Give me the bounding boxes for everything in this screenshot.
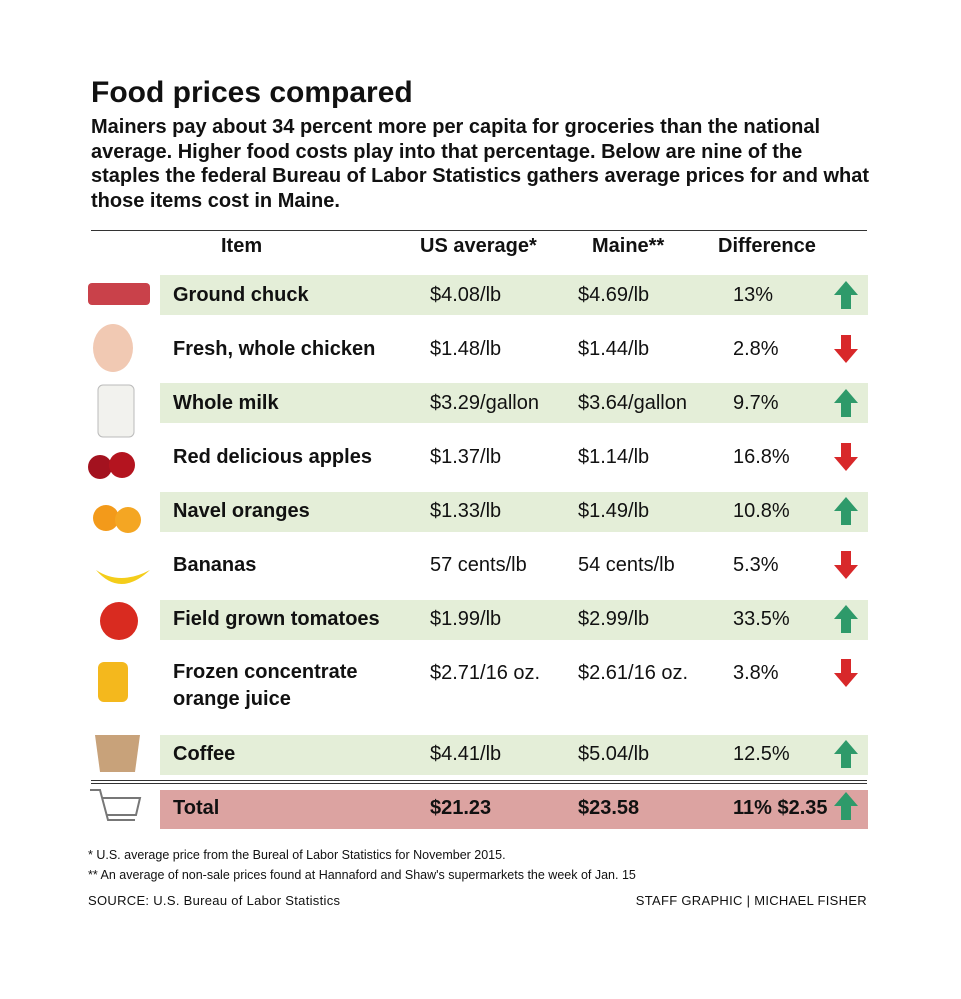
difference: 13% <box>733 284 774 306</box>
total-us-price: $21.23 <box>430 797 492 819</box>
difference: 16.8% <box>733 446 790 468</box>
row-band <box>160 735 868 775</box>
source: SOURCE: U.S. Bureau of Labor Statistics <box>88 893 341 908</box>
credit: STAFF GRAPHIC | MICHAEL FISHER <box>635 893 867 908</box>
item-name: Whole milk <box>173 392 279 414</box>
maine-price: $3.64/gallon <box>578 392 687 414</box>
difference: 2.8% <box>733 338 779 360</box>
maine-price: 54 cents/lb <box>578 554 675 576</box>
us-price: 57 cents/lb <box>430 554 527 576</box>
difference: 9.7% <box>733 392 779 414</box>
row-band <box>160 275 868 315</box>
maine-price: $1.49/lb <box>578 500 650 522</box>
footnote: ** An average of non-sale prices found a… <box>88 868 636 882</box>
total-maine-price: $23.58 <box>578 797 640 819</box>
item-name: Bananas <box>173 554 257 576</box>
item-name: Fresh, whole chicken <box>173 338 376 360</box>
header-us: US average* <box>420 235 537 257</box>
rule <box>91 783 867 784</box>
difference: 10.8% <box>733 500 790 522</box>
us-price: $4.41/lb <box>430 743 502 765</box>
maine-price: $1.44/lb <box>578 338 650 360</box>
us-price: $1.33/lb <box>430 500 502 522</box>
difference: 3.8% <box>733 662 779 684</box>
item-name: Red delicious apples <box>173 446 372 468</box>
total-difference: 11% $2.35 <box>733 797 828 819</box>
us-price: $1.37/lb <box>430 446 502 468</box>
item-name: Navel oranges <box>173 500 310 522</box>
item-name: Ground chuck <box>173 284 309 306</box>
item-name: Field grown tomatoes <box>173 608 380 630</box>
us-price: $2.71/16 oz. <box>430 662 541 684</box>
maine-price: $5.04/lb <box>578 743 650 765</box>
difference: 12.5% <box>733 743 790 765</box>
maine-price: $2.61/16 oz. <box>578 662 689 684</box>
row-band <box>160 600 868 640</box>
us-price: $4.08/lb <box>430 284 502 306</box>
subtitle: Mainers pay about 34 percent more per ca… <box>91 116 870 212</box>
footnote: * U.S. average price from the Bureal of … <box>88 848 506 862</box>
maine-price: $2.99/lb <box>578 608 650 630</box>
total-item-name: Total <box>173 797 220 819</box>
total-band <box>160 790 868 829</box>
rule <box>91 230 867 231</box>
item-name: Coffee <box>173 743 236 765</box>
difference: 33.5% <box>733 608 790 630</box>
header-item: Item <box>221 235 263 257</box>
row-band <box>160 492 868 532</box>
difference: 5.3% <box>733 554 779 576</box>
us-price: $1.48/lb <box>430 338 502 360</box>
maine-price: $1.14/lb <box>578 446 650 468</box>
title: Food prices compared <box>91 76 413 109</box>
header-maine: Maine** <box>592 235 665 257</box>
header-diff: Difference <box>718 235 816 257</box>
rule <box>91 780 867 781</box>
row-band <box>160 383 868 423</box>
item-name: Frozen concentrate orange juice <box>173 661 358 710</box>
maine-price: $4.69/lb <box>578 284 650 306</box>
us-price: $3.29/gallon <box>430 392 539 414</box>
us-price: $1.99/lb <box>430 608 502 630</box>
